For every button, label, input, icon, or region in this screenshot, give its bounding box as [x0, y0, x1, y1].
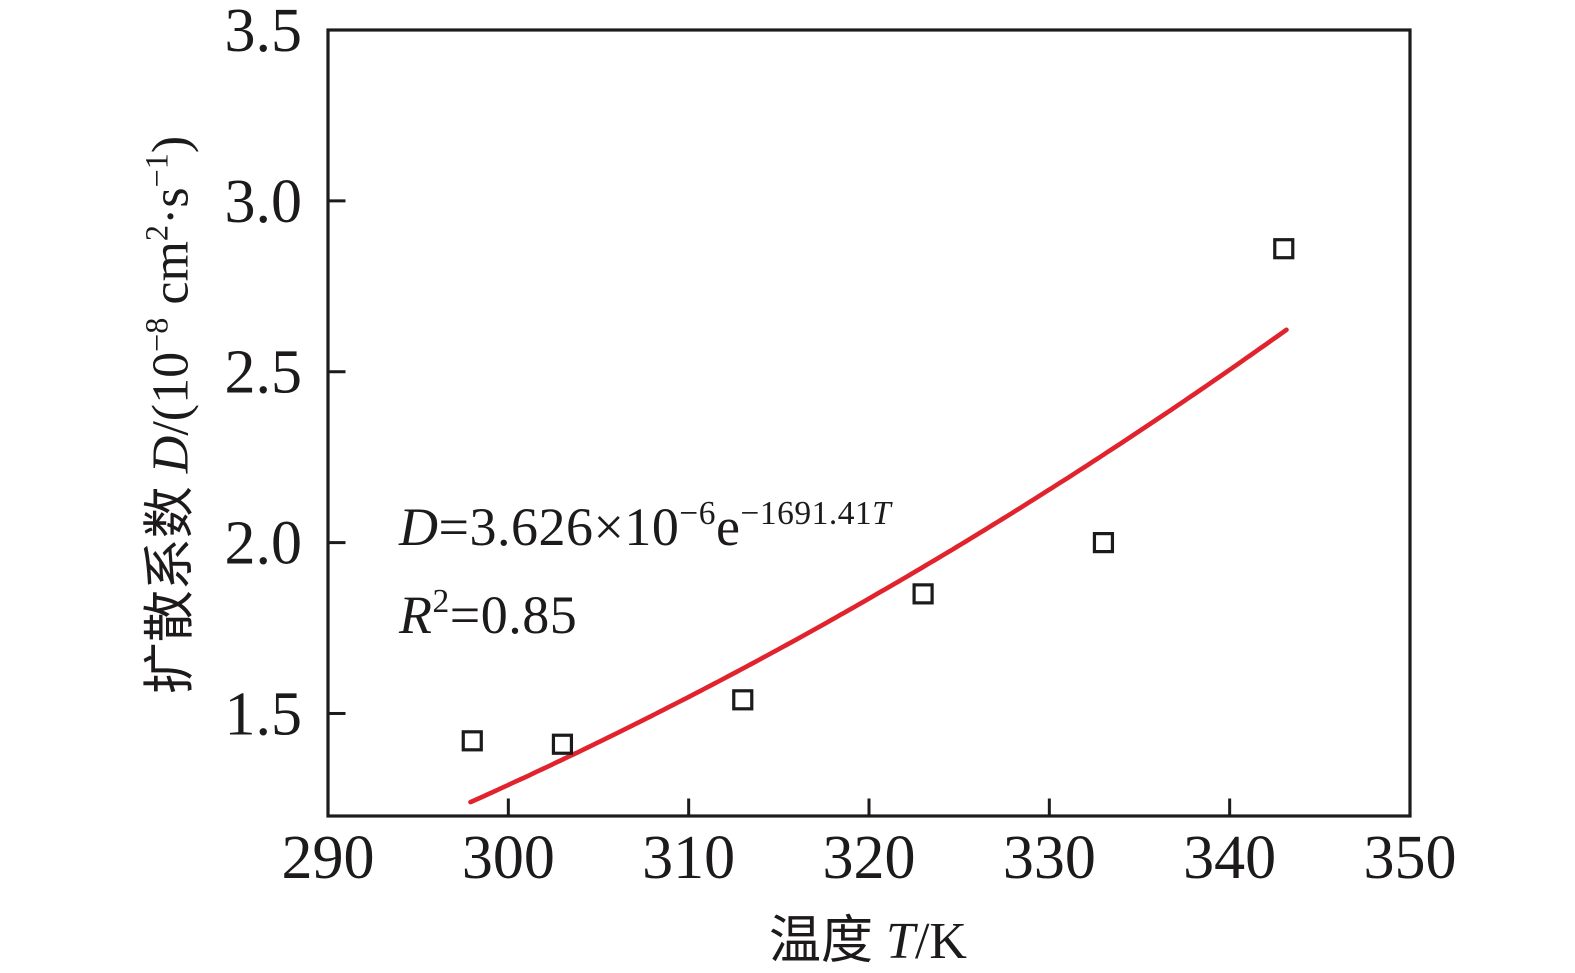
text-segment: 扩散系数 [142, 473, 200, 695]
y-tick-label: 2.0 [225, 510, 303, 578]
text-segment: e [716, 497, 741, 557]
text-segment: ·s [142, 187, 200, 225]
plot-frame [326, 28, 1412, 818]
y-tick-label: 3.0 [225, 168, 303, 236]
text-segment: D [142, 435, 200, 474]
text-segment: /K [914, 913, 967, 970]
text-segment: R [399, 585, 433, 645]
fit-curve-line [468, 327, 1289, 805]
x-tick-label: 330 [1003, 824, 1096, 892]
r-squared-label: R2=0.85 [399, 585, 578, 645]
y-axis-label: 扩散系数 D/(10−8 cm2·s−1) [128, 136, 203, 694]
data-point-marker [461, 730, 483, 752]
text-segment: −8 [138, 317, 175, 352]
text-segment: =0.85 [449, 585, 578, 645]
data-point-marker [1273, 238, 1295, 260]
data-point-marker [551, 733, 574, 755]
x-tick-label: 290 [282, 824, 375, 892]
text-segment: −1 [138, 153, 175, 188]
text-segment: T [886, 913, 915, 970]
text-segment: 2 [432, 583, 450, 621]
data-point-marker [1092, 532, 1115, 554]
x-tick-label: 320 [823, 824, 916, 892]
data-point-marker [912, 583, 934, 605]
y-tick-label: 1.5 [225, 680, 303, 748]
text-segment: T [872, 495, 892, 533]
fit-equation: D=3.626×10−6e−1691.41T [399, 497, 891, 557]
x-tick-label: 300 [462, 824, 555, 892]
text-segment: /(10 [142, 351, 200, 436]
y-tick-label: 2.5 [225, 339, 303, 407]
x-tick-label: 310 [642, 824, 735, 892]
text-segment: cm [142, 241, 200, 318]
x-tick-label: 350 [1364, 824, 1457, 892]
text-segment: −6 [679, 495, 717, 533]
text-segment: =3.626×10 [438, 497, 680, 557]
x-tick-label: 340 [1183, 824, 1276, 892]
x-axis-label: 温度 T/K [769, 898, 967, 973]
data-point-marker [732, 689, 754, 711]
text-segment: ) [142, 135, 200, 154]
text-segment: −1691.41 [740, 495, 873, 533]
text-segment: 温度 [769, 913, 887, 970]
y-tick-label: 3.5 [225, 0, 303, 65]
text-segment: D [399, 497, 439, 557]
text-segment: 2 [138, 224, 175, 242]
